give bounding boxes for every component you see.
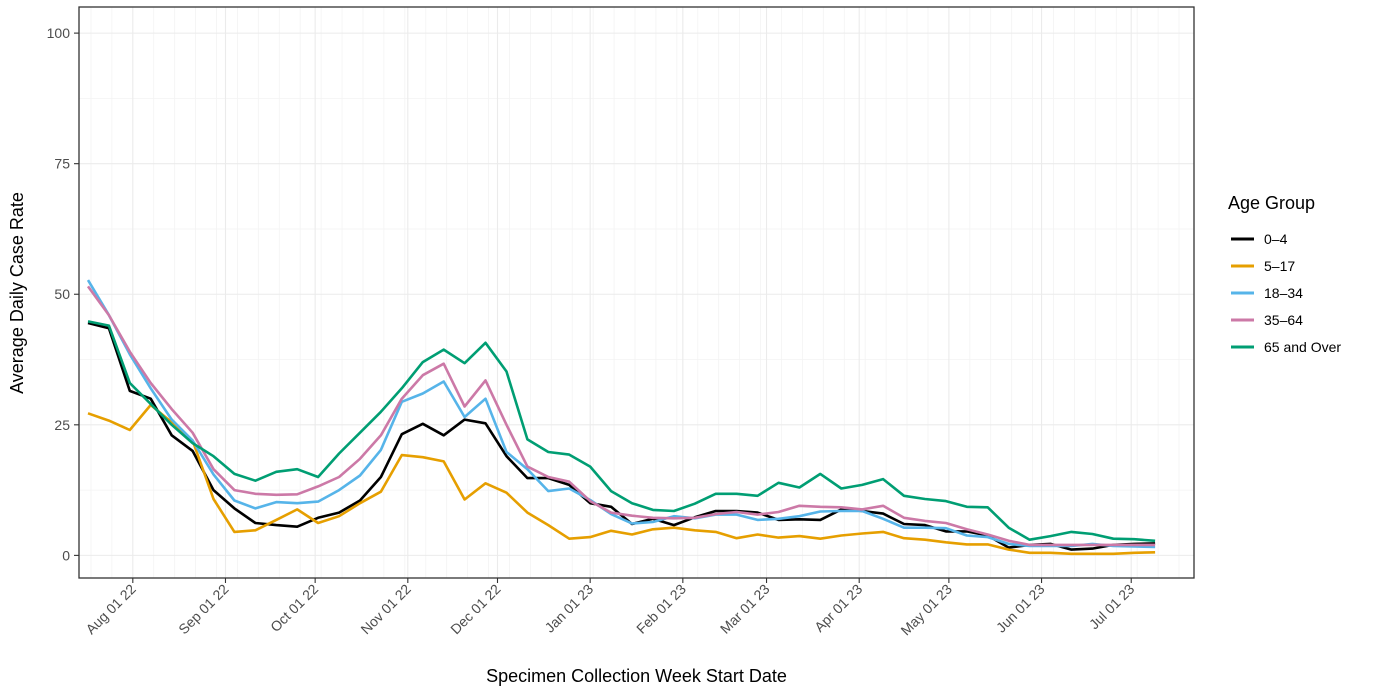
series-lines [86, 279, 1156, 556]
x-tick-label: Jan 01 23 [541, 581, 596, 636]
minor-gridlines [79, 7, 1194, 578]
y-tick-label: 0 [62, 547, 70, 563]
x-tick-label: Jul 01 23 [1086, 581, 1138, 633]
x-axis-ticks: Aug 01 22 Sep 01 22 Oct 01 22 Nov 01 22 Dec … [82, 578, 1137, 638]
legend-title: Age Group [1228, 193, 1315, 213]
plot-border [78, 6, 1195, 579]
series-line [87, 403, 1156, 556]
x-tick-label: Jun 01 23 [993, 581, 1048, 636]
legend-label: 0–4 [1264, 231, 1288, 247]
x-tick-label: May 01 23 [897, 581, 955, 639]
y-axis-ticks: 0 25 50 75 100 [47, 25, 79, 563]
series-line [86, 285, 1156, 547]
legend-label: 18–34 [1264, 285, 1303, 301]
y-tick-label: 75 [54, 156, 70, 172]
y-tick-label: 25 [54, 417, 70, 433]
plot-panel [79, 7, 1194, 578]
x-tick-label: Oct 01 22 [267, 581, 321, 635]
y-tick-label: 100 [47, 25, 71, 41]
x-axis-title: Specimen Collection Week Start Date [486, 666, 787, 686]
major-gridlines [79, 7, 1194, 578]
legend: Age Group 0–4 5–17 18–34 35–64 65 and Over [1228, 193, 1341, 355]
x-tick-label: Nov 01 22 [357, 581, 414, 638]
legend-label: 5–17 [1264, 258, 1295, 274]
legend-label: 35–64 [1264, 312, 1303, 328]
y-tick-label: 50 [54, 286, 70, 302]
x-tick-label: Sep 01 22 [175, 581, 232, 638]
legend-label: 65 and Over [1264, 339, 1341, 355]
x-tick-label: Mar 01 23 [717, 581, 773, 637]
series-line [87, 320, 1156, 543]
x-tick-label: Aug 01 22 [82, 581, 139, 638]
x-tick-label: Dec 01 22 [447, 581, 504, 638]
y-axis-title: Average Daily Case Rate [7, 192, 27, 394]
x-tick-label: Feb 01 23 [633, 581, 689, 637]
x-tick-label: Apr 01 23 [811, 581, 865, 635]
series-line [86, 279, 1156, 549]
